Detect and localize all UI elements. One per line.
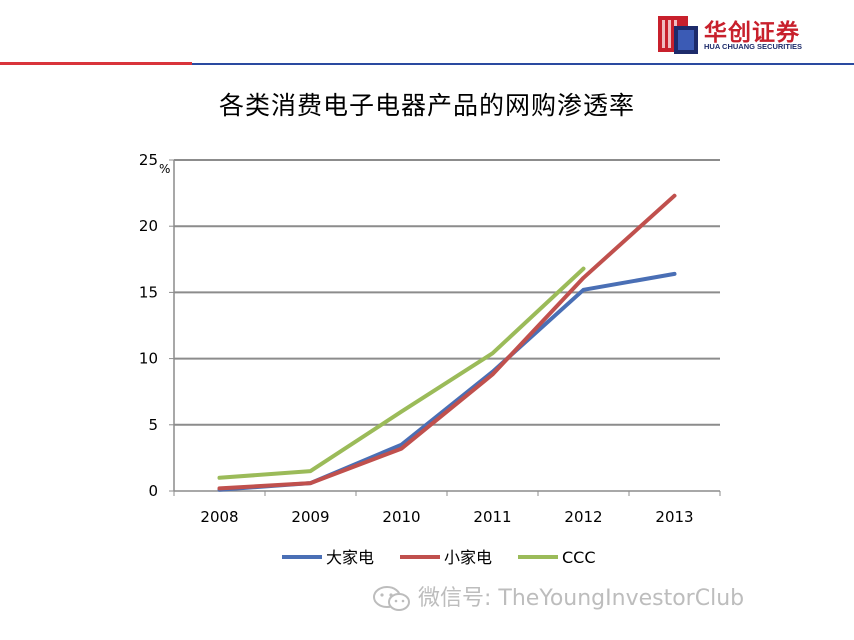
y-tick-label: 20	[139, 217, 158, 235]
header-divider-blue	[192, 63, 854, 65]
legend-label-2: CCC	[562, 548, 596, 567]
series-line-1	[217, 193, 677, 491]
legend-label-0: 大家电	[326, 548, 374, 567]
chart-axes: 0 5 10 15 20 25 % 2008 2009 2010 2011 2012 2013	[139, 151, 721, 526]
x-tick-label: 2009	[291, 508, 329, 526]
logo-chinese-name: 华创证券	[704, 20, 800, 46]
x-tick-label: 2013	[655, 508, 693, 526]
y-tick-label: 10	[139, 350, 158, 368]
chart-title: 各类消费电子电器产品的网购渗透率	[218, 91, 635, 120]
watermark-text: 微信号: TheYoungInvestorClub	[418, 586, 745, 611]
y-tick-label: 25	[139, 151, 158, 169]
logo-mark-icon	[658, 16, 698, 54]
y-axis-unit-label: %	[159, 162, 170, 176]
wechat-icon	[373, 586, 410, 611]
x-tick-label: 2008	[200, 508, 238, 526]
chart-series	[217, 193, 677, 492]
legend-label-1: 小家电	[444, 548, 492, 567]
logo-english-name: HUA CHUANG SECURITIES	[704, 42, 803, 51]
chart-grid	[174, 159, 720, 426]
header-divider-red	[0, 62, 192, 65]
company-logo: 华创证券 HUA CHUANG SECURITIES	[656, 12, 831, 56]
y-tick-label: 5	[148, 416, 158, 434]
x-tick-label: 2010	[382, 508, 420, 526]
x-tick-label: 2011	[473, 508, 511, 526]
y-tick-label: 15	[139, 283, 158, 301]
series-line-2	[217, 266, 586, 480]
chart-legend: 大家电 小家电 CCC	[282, 548, 596, 567]
x-tick-label: 2012	[564, 508, 602, 526]
watermark: 微信号: TheYoungInvestorClub	[372, 580, 744, 613]
y-tick-label: 0	[148, 482, 158, 500]
